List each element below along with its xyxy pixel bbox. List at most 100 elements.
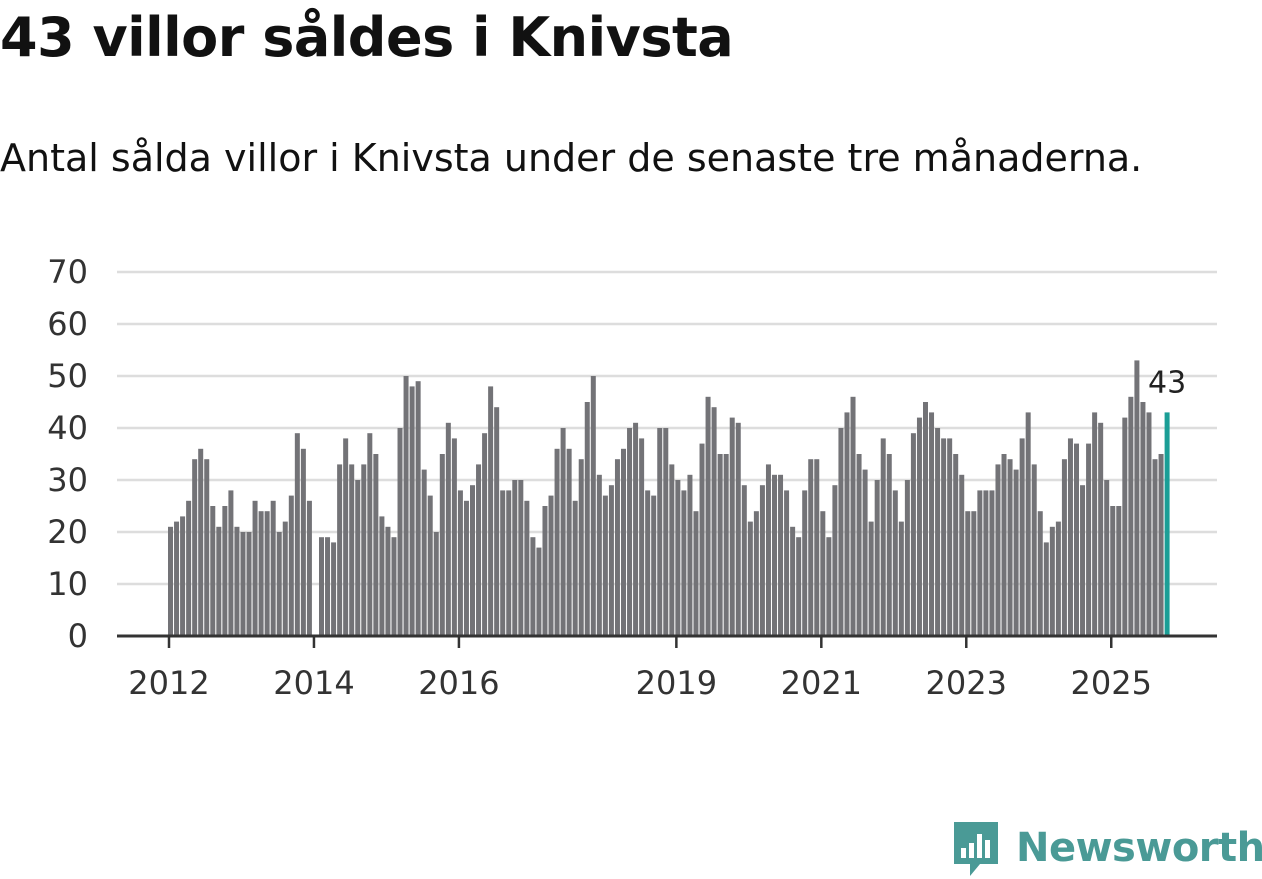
bar-106 [808,459,814,636]
bar-126 [929,412,935,636]
bar-143 [1031,464,1037,636]
bar-27 [331,542,337,636]
bar-13 [246,532,252,636]
bar-94 [735,422,741,636]
bar-7 [210,506,216,636]
bar-95 [741,485,747,636]
bar-73 [608,485,614,636]
bar-96 [747,521,753,636]
bar-42 [421,469,427,636]
bar-105 [802,490,808,636]
bar-88 [699,443,705,636]
bar-125 [923,402,928,636]
bar-9 [222,506,228,636]
bar-22 [300,448,306,636]
bar-113 [850,396,856,636]
bar-83 [669,464,675,636]
bar-112 [844,412,850,636]
bar-67 [572,500,578,636]
bar-49 [463,500,469,636]
chart-subtitle: Antal sålda villor i Knivsta under de se… [0,136,1143,180]
bar-151 [1080,485,1086,636]
bar-54 [494,407,500,636]
bar-19 [282,521,288,636]
bar-16 [264,511,270,636]
bar-11 [234,526,240,636]
bar-154 [1098,422,1104,636]
bar-150 [1074,443,1079,636]
bar-100 [772,474,777,636]
y-tick-label-70: 70 [47,253,88,291]
bar-17 [270,500,276,636]
bar-110 [832,485,838,636]
bar-90 [711,407,717,636]
bar-48 [457,490,463,636]
bar-102 [784,490,790,636]
bar-92 [723,454,729,636]
brand-name: Newsworthy [1016,825,1262,871]
bar-34 [373,454,379,636]
bar-98 [759,485,765,636]
bar-37 [391,537,397,636]
bar-119 [886,454,892,636]
bar-26 [325,537,331,636]
bar-84 [675,480,681,636]
bar-10 [228,490,234,636]
bar-60 [530,537,536,636]
bar-122 [904,480,910,636]
bar-117 [874,480,880,636]
x-tick-label-2023: 2023 [926,664,1007,702]
bar-41 [415,381,421,636]
bar-86 [687,474,693,636]
bar-1 [174,521,180,636]
bar-87 [693,511,699,636]
bar-124 [916,417,922,636]
x-tick-label-2016: 2016 [418,664,499,702]
bar-series [168,360,1170,636]
bar-114 [856,454,862,636]
bar-145 [1043,542,1049,636]
bar-62 [542,506,548,636]
bar-108 [820,511,826,636]
bar-51 [476,464,482,636]
bar-91 [717,454,723,636]
x-axis-labels: 2012 2014 2016 2019 2021 2023 2025 [128,664,1152,702]
x-tick-label-2019: 2019 [636,664,717,702]
bar-162 [1146,412,1152,636]
bar-2 [180,516,186,636]
bar-29 [343,438,349,636]
bar-21 [294,433,300,636]
bar-137 [995,464,1001,636]
bar-123 [910,433,916,636]
bar-81 [657,428,663,636]
bar-159 [1128,396,1134,636]
bar-97 [753,511,759,636]
y-tick-label-50: 50 [47,357,88,395]
bar-63 [548,495,554,636]
bar-50 [470,485,475,636]
newsworthy-brand[interactable]: Newsworthy [950,818,1262,878]
bar-141 [1019,438,1025,636]
bar-120 [892,490,898,636]
bar-23 [306,500,312,636]
bar-128 [941,438,947,636]
bar-57 [512,480,518,636]
bar-118 [880,438,886,636]
highlight-value-label: 43 [1148,365,1186,400]
x-tick-label-2012: 2012 [128,664,209,702]
bar-64 [554,448,560,636]
x-tick-label-2014: 2014 [273,664,354,702]
bar-25 [319,537,324,636]
x-tick-label-2021: 2021 [781,664,862,702]
bar-101 [778,474,784,636]
y-tick-label-40: 40 [47,409,88,447]
bar-28 [337,464,343,636]
bar-33 [367,433,373,636]
bar-104 [796,537,802,636]
bar-46 [445,422,451,636]
y-tick-label-0: 0 [68,617,88,655]
y-tick-label-30: 30 [47,461,88,499]
bar-160 [1134,360,1140,636]
bar-127 [935,428,941,636]
bar-47 [451,438,457,636]
